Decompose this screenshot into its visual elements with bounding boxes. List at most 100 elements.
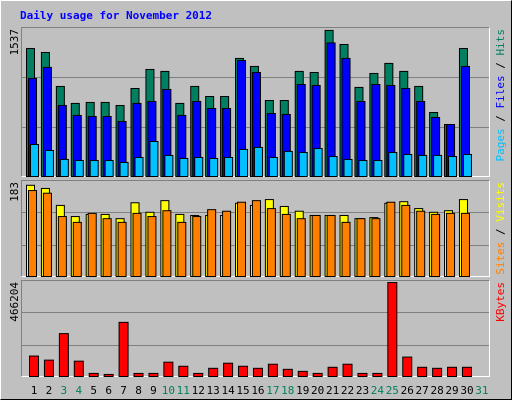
bar [432, 367, 443, 378]
bar [401, 204, 411, 277]
bar [102, 218, 112, 278]
bar [311, 214, 321, 278]
legend-entry: Pages [494, 128, 507, 161]
x-tick-label: 8 [135, 384, 142, 397]
bar [222, 210, 232, 277]
bar [431, 213, 441, 277]
bar [73, 360, 84, 377]
x-tick-label: 31 [475, 384, 488, 397]
bar [238, 365, 249, 377]
bar [372, 372, 383, 378]
chart-title: Daily usage for November 2012 [20, 9, 212, 22]
x-tick-label: 10 [162, 384, 175, 397]
bar [433, 154, 443, 177]
bar [87, 212, 97, 277]
bar [296, 218, 306, 278]
bar [251, 200, 261, 277]
legend: Pages / Files / Hits [494, 29, 507, 162]
bar [448, 156, 458, 177]
bar [134, 156, 144, 178]
bar [72, 221, 82, 277]
bar [58, 333, 69, 378]
bar [341, 57, 351, 177]
x-tick-label: 3 [61, 384, 68, 397]
bar [388, 152, 398, 177]
x-tick-label: 21 [326, 384, 339, 397]
x-tick-label: 17 [266, 384, 279, 397]
bar [209, 157, 219, 177]
bar [266, 208, 276, 277]
bar [223, 362, 234, 377]
bar [193, 372, 204, 378]
x-tick-label: 1 [31, 384, 38, 397]
bar [208, 367, 219, 378]
x-tick-label: 28 [430, 384, 443, 397]
bar [327, 366, 338, 377]
bar [147, 216, 157, 277]
y-tick-label: 183 [8, 182, 21, 202]
bar [28, 190, 37, 278]
bar [283, 150, 293, 178]
bar [194, 156, 204, 178]
bar [89, 160, 99, 178]
bar [268, 156, 278, 178]
bar [88, 372, 99, 378]
bar [177, 221, 187, 277]
x-tick-label: 7 [120, 384, 127, 397]
x-tick-label: 27 [416, 384, 429, 397]
x-tick-label: 16 [251, 384, 264, 397]
bar [253, 146, 263, 177]
plot-bevel-dark [21, 180, 490, 277]
bar [133, 372, 144, 378]
bar [402, 356, 413, 378]
bar [119, 161, 129, 177]
plot-bevel-light [21, 280, 490, 377]
legend-separator: / [494, 109, 507, 129]
bar [387, 282, 398, 377]
x-tick-label: 12 [192, 384, 205, 397]
bar [328, 156, 338, 177]
bar [342, 363, 353, 377]
bar [163, 361, 174, 377]
legend: KBytes [494, 282, 507, 322]
x-tick-label: 6 [105, 384, 112, 397]
bar [356, 218, 366, 278]
bar [313, 148, 323, 178]
bar [446, 212, 456, 277]
bar [148, 372, 159, 378]
bar [462, 153, 472, 178]
bar [282, 368, 293, 378]
x-tick-label: 14 [221, 384, 235, 397]
bar [417, 366, 428, 377]
x-tick-label: 2 [46, 384, 53, 397]
legend-separator: / [494, 222, 507, 242]
x-tick-label: 30 [460, 384, 473, 397]
bar [298, 152, 308, 177]
bar [118, 321, 129, 377]
bar [461, 366, 472, 377]
bar [29, 355, 39, 378]
bar [239, 148, 249, 177]
bar [418, 154, 428, 177]
bar [224, 156, 234, 178]
x-tick-label: 13 [207, 384, 220, 397]
x-tick-label: 9 [150, 384, 157, 397]
bar [43, 359, 54, 377]
legend: Sites / Visits [494, 182, 507, 275]
bar [104, 160, 114, 178]
bar [164, 154, 174, 177]
bar [312, 372, 323, 378]
bar [416, 210, 426, 277]
x-tick-label: 15 [236, 384, 249, 397]
y-tick-label: 1537 [8, 29, 21, 56]
bar [252, 367, 263, 378]
bar [373, 160, 383, 178]
bar [42, 192, 52, 277]
bar [281, 213, 291, 277]
x-tick-label: 24 [371, 384, 385, 397]
bar [44, 149, 54, 177]
bar [326, 214, 336, 278]
bar [297, 370, 308, 378]
